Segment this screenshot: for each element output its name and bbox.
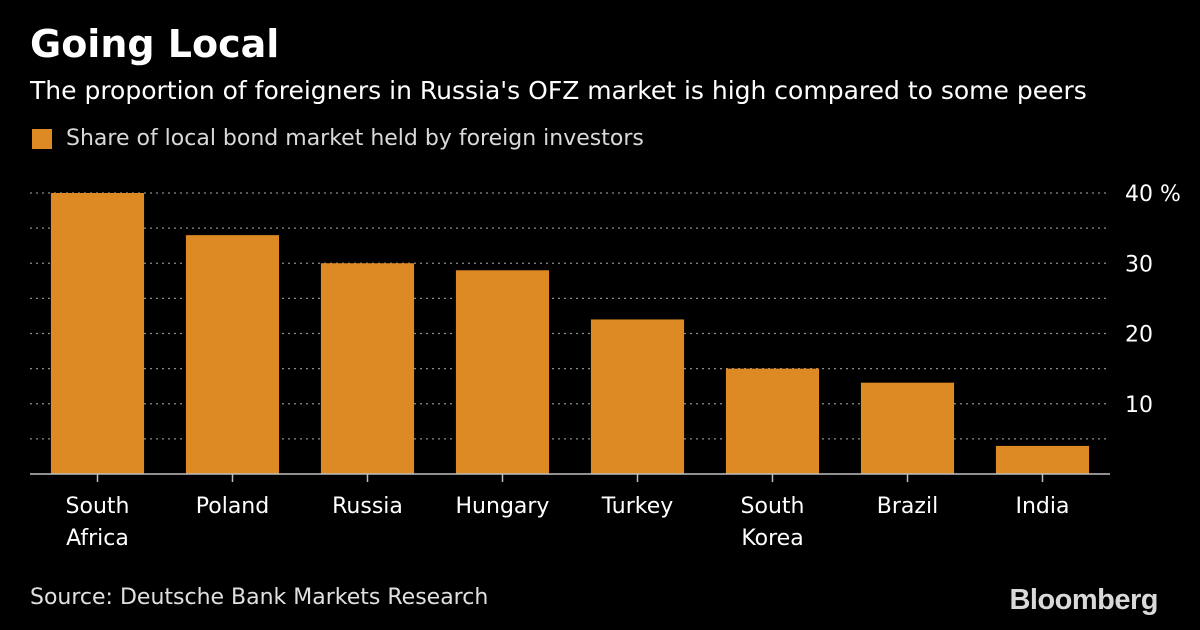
bar-south-africa	[50, 193, 145, 474]
legend: Share of local bond market held by forei…	[32, 126, 644, 151]
chart-subtitle: The proportion of foreigners in Russia's…	[30, 76, 1087, 105]
legend-label: Share of local bond market held by forei…	[66, 126, 644, 151]
category-labels: South Africa Poland Russia Hungary Turkey Sout…	[66, 494, 1070, 551]
category-label: Turkey	[601, 494, 674, 519]
category-label: Russia	[332, 494, 403, 519]
bar-india	[995, 445, 1090, 474]
y-tick-label: 10	[1125, 393, 1153, 418]
category-label: Brazil	[877, 494, 938, 519]
bar-hungary	[455, 270, 550, 474]
bar-poland	[185, 235, 280, 474]
y-tick-label: 20	[1125, 323, 1153, 348]
y-tick-label: 30	[1125, 252, 1153, 277]
category-label: Poland	[196, 494, 269, 519]
chart-title: Going Local	[30, 22, 280, 66]
bar-brazil	[860, 382, 955, 474]
y-tick-labels: 10 20 30 40 %	[1125, 182, 1181, 418]
category-label: South Korea	[741, 494, 805, 551]
bars	[50, 193, 1090, 474]
bloomberg-logo: Bloomberg	[1009, 584, 1158, 616]
x-tick-marks	[96, 474, 1044, 482]
bar-turkey	[590, 319, 685, 474]
bar-south-korea	[725, 368, 820, 474]
legend-swatch	[32, 128, 52, 149]
y-tick-label: 40 %	[1125, 182, 1181, 207]
bar-russia	[320, 263, 415, 474]
category-label: India	[1016, 494, 1070, 519]
category-label: South Africa	[66, 494, 130, 551]
source-note: Source: Deutsche Bank Markets Research	[30, 585, 489, 610]
category-label: Hungary	[456, 494, 550, 519]
